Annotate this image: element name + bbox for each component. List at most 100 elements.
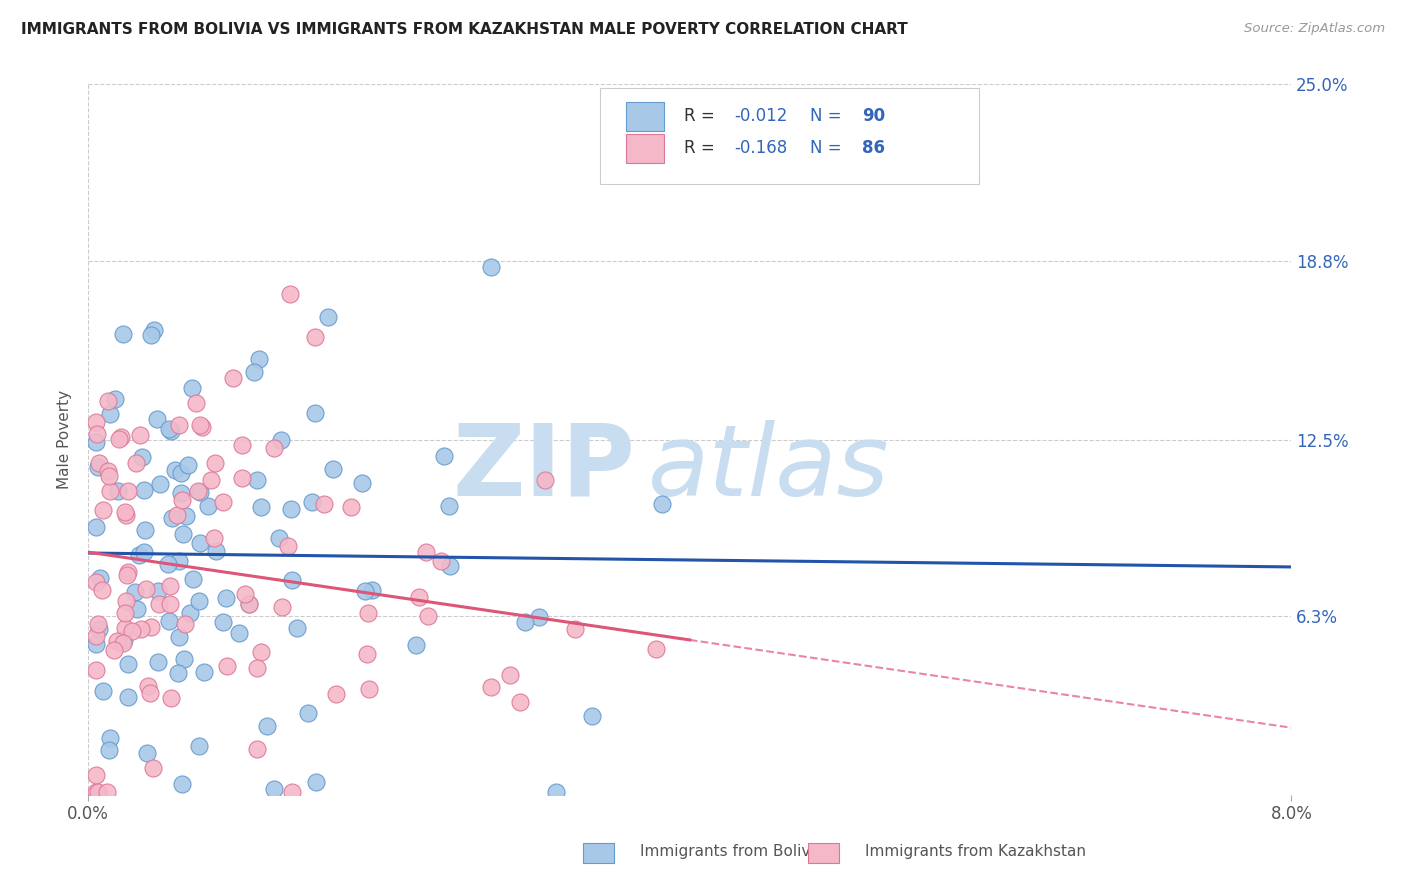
Point bbox=[160, 690, 183, 705]
Point bbox=[215, 658, 238, 673]
Point bbox=[238, 598, 260, 612]
Point bbox=[167, 630, 190, 644]
Point bbox=[405, 638, 427, 652]
Point bbox=[305, 775, 328, 789]
Point bbox=[354, 584, 377, 599]
Point bbox=[437, 499, 460, 513]
Point bbox=[142, 761, 165, 775]
Point bbox=[91, 684, 114, 698]
Point bbox=[479, 681, 502, 695]
Point bbox=[312, 497, 335, 511]
Text: -0.168: -0.168 bbox=[734, 139, 787, 157]
Point bbox=[222, 371, 245, 385]
Point bbox=[172, 527, 194, 541]
Point bbox=[169, 466, 191, 480]
Point bbox=[84, 768, 107, 782]
Point bbox=[97, 394, 120, 409]
Point bbox=[141, 327, 163, 342]
Point bbox=[250, 500, 273, 514]
Point bbox=[159, 579, 181, 593]
Point bbox=[167, 554, 190, 568]
Point bbox=[188, 536, 211, 550]
Point bbox=[281, 573, 304, 587]
Point bbox=[97, 464, 120, 478]
Point bbox=[246, 741, 269, 756]
Point bbox=[205, 544, 228, 558]
Point bbox=[115, 594, 138, 608]
Text: -0.012: -0.012 bbox=[734, 107, 787, 126]
Point bbox=[86, 427, 108, 442]
Point bbox=[304, 406, 326, 420]
Y-axis label: Male Poverty: Male Poverty bbox=[58, 390, 72, 490]
Point bbox=[231, 438, 253, 452]
Point bbox=[111, 326, 134, 341]
Point bbox=[86, 637, 108, 651]
Point bbox=[163, 463, 186, 477]
Point bbox=[129, 428, 152, 442]
Point bbox=[114, 621, 136, 635]
Point bbox=[233, 586, 256, 600]
Point bbox=[105, 633, 128, 648]
Point bbox=[280, 785, 302, 799]
Point bbox=[159, 597, 181, 611]
Point bbox=[96, 785, 118, 799]
Point bbox=[645, 642, 668, 657]
Point bbox=[408, 590, 430, 604]
Point bbox=[479, 260, 502, 274]
Point bbox=[84, 415, 107, 429]
Point bbox=[187, 484, 209, 499]
Point bbox=[157, 421, 180, 435]
Point bbox=[416, 609, 439, 624]
Point bbox=[177, 458, 200, 472]
Point bbox=[340, 500, 363, 515]
Point bbox=[157, 614, 180, 628]
Text: Immigrants from Kazakhstan: Immigrants from Kazakhstan bbox=[865, 845, 1085, 859]
Point bbox=[86, 785, 108, 799]
Point bbox=[297, 706, 319, 720]
Point bbox=[246, 473, 269, 487]
Point bbox=[564, 622, 586, 636]
Text: N =: N = bbox=[810, 139, 846, 157]
Point bbox=[103, 643, 125, 657]
Point bbox=[190, 418, 212, 433]
Point bbox=[98, 743, 121, 757]
Point bbox=[188, 739, 211, 753]
Point bbox=[135, 582, 157, 597]
Point bbox=[498, 668, 520, 682]
Point bbox=[114, 506, 136, 520]
Point bbox=[415, 545, 437, 559]
Point bbox=[117, 483, 139, 498]
Point bbox=[285, 621, 308, 635]
Point bbox=[125, 601, 148, 615]
Point bbox=[247, 351, 270, 366]
Point bbox=[98, 731, 121, 746]
Point bbox=[160, 510, 183, 524]
Point bbox=[277, 540, 299, 554]
Point bbox=[89, 571, 111, 585]
Point bbox=[134, 524, 156, 538]
Point bbox=[238, 597, 260, 611]
Point bbox=[263, 442, 285, 456]
Point bbox=[132, 545, 155, 559]
Point bbox=[110, 430, 132, 444]
Point bbox=[117, 657, 139, 672]
Point bbox=[581, 709, 603, 723]
Point bbox=[322, 462, 344, 476]
Point bbox=[204, 456, 226, 470]
Point bbox=[169, 418, 191, 433]
Point bbox=[188, 593, 211, 607]
Point bbox=[107, 432, 129, 446]
Text: atlas: atlas bbox=[648, 419, 889, 516]
Point bbox=[360, 583, 382, 598]
Point bbox=[157, 557, 180, 571]
Point bbox=[179, 606, 201, 620]
Point bbox=[301, 495, 323, 509]
Point bbox=[212, 615, 235, 630]
Point bbox=[256, 718, 278, 732]
Point bbox=[174, 508, 197, 523]
Point bbox=[215, 591, 238, 606]
Point bbox=[269, 531, 291, 545]
Point bbox=[246, 661, 269, 675]
Point bbox=[148, 597, 170, 611]
Point bbox=[228, 626, 250, 640]
